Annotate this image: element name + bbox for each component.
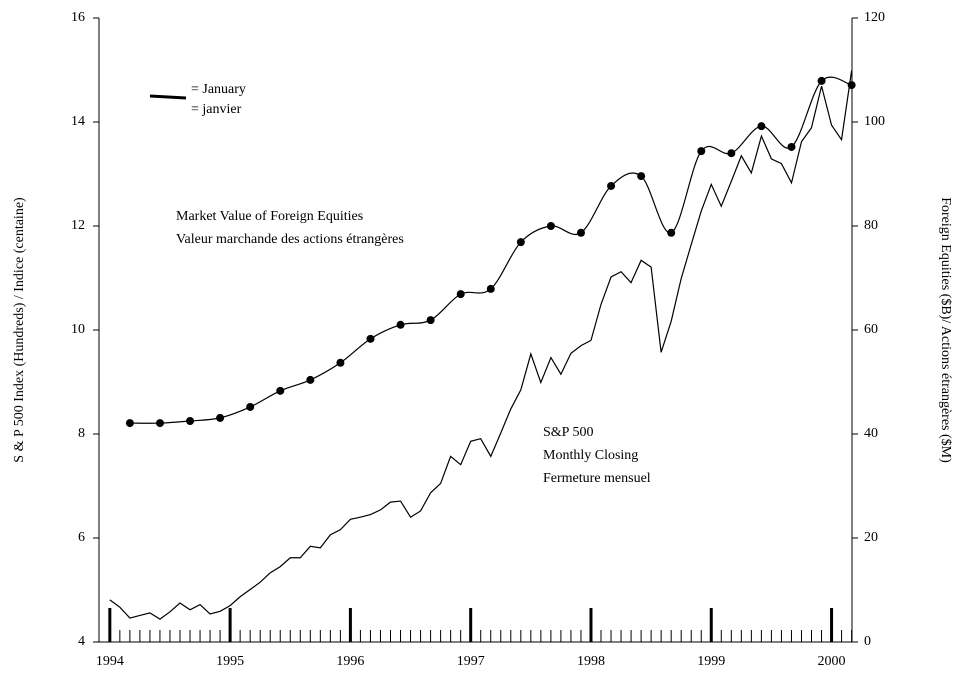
data-point: [366, 334, 375, 343]
data-point: [546, 222, 555, 230]
legend-note: = January: [191, 82, 246, 97]
data-point: [757, 122, 766, 131]
data-point: [456, 290, 465, 299]
data-point: [697, 147, 706, 156]
y-axis-title: S & P 500 Index (Hundreds) / Indice (cen…: [12, 197, 27, 463]
data-point: [727, 149, 736, 158]
y-tick-label: 12: [71, 218, 85, 233]
y2-tick-label: 40: [864, 426, 878, 441]
series-label: S&P 500: [543, 425, 593, 440]
y2-tick-label: 60: [864, 322, 878, 337]
data-point: [817, 76, 826, 85]
x-tick-label: 1994: [96, 654, 124, 669]
series-label: Market Value of Foreign Equities: [176, 209, 363, 224]
x-tick-label: 1998: [577, 654, 605, 669]
data-point: [426, 316, 435, 325]
y2-tick-label: 0: [864, 634, 871, 649]
y2-tick-label: 20: [864, 530, 878, 545]
data-point: [125, 419, 134, 428]
y-tick-label: 8: [78, 426, 85, 441]
y2-tick-label: 100: [864, 114, 885, 129]
legend-january-symbol: [149, 94, 187, 100]
x-tick-label: 2000: [818, 654, 846, 669]
y-tick-label: 4: [78, 634, 85, 649]
data-point: [306, 375, 315, 384]
annotation: Fermeture mensuel: [543, 471, 651, 486]
annotation: Monthly Closing: [543, 448, 638, 463]
data-point: [486, 284, 495, 293]
data-point: [396, 320, 405, 329]
data-point: [516, 238, 525, 247]
data-point: [847, 81, 856, 90]
x-tick-label: 1999: [697, 654, 725, 669]
y-tick-label: 14: [71, 114, 85, 129]
series-line: [129, 76, 852, 424]
y2-tick-label: 120: [864, 10, 885, 25]
x-tick-label: 1996: [336, 654, 364, 669]
y-tick-label: 16: [71, 10, 85, 25]
data-point: [637, 172, 646, 181]
data-point: [155, 419, 164, 428]
y-tick-label: 10: [71, 322, 85, 337]
data-point: [336, 358, 345, 367]
annotation: Valeur marchande des actions étrangères: [176, 232, 404, 247]
data-point: [276, 386, 285, 395]
data-point: [246, 402, 255, 411]
data-point: [186, 417, 195, 425]
x-tick-label: 1995: [216, 654, 244, 669]
data-point: [787, 142, 796, 151]
y2-tick-label: 80: [864, 218, 878, 233]
y-tick-label: 6: [78, 530, 85, 545]
data-point: [607, 181, 616, 190]
data-point: [576, 228, 585, 237]
series-line: [109, 70, 853, 620]
x-tick-label: 1997: [457, 654, 485, 669]
y2-axis-title: Foreign Equities ($B)/ Actions étrangère…: [938, 197, 953, 463]
data-point: [216, 413, 225, 422]
data-point: [667, 228, 676, 237]
legend-note: = janvier: [191, 102, 242, 117]
